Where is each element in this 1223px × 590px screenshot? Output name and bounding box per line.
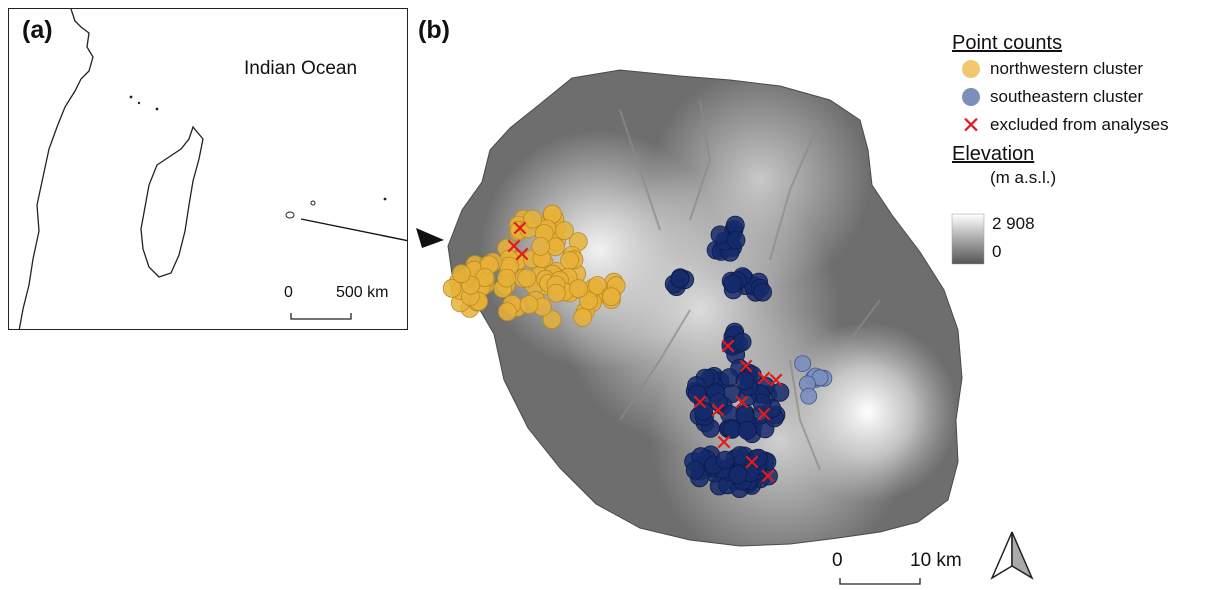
legend-elevation-unit: (m a.s.l.)	[990, 168, 1057, 187]
southeastern-dot-icon	[962, 88, 980, 106]
excluded-point: ✕	[767, 369, 785, 394]
excluded-x-icon: ✕	[961, 111, 981, 138]
northwestern-point	[579, 291, 598, 311]
southeastern-point	[709, 392, 728, 412]
northwestern-point	[523, 209, 543, 229]
locator-scale-max: 500 km	[336, 284, 389, 301]
island-comoros	[129, 95, 133, 99]
locator-arrow-line	[300, 218, 407, 242]
island-mauritius	[310, 200, 316, 206]
panel-a-frame	[8, 8, 408, 330]
legend-elevation-min: 0	[992, 242, 1002, 261]
north-arrow-icon	[990, 531, 1034, 580]
southeastern-point-east	[794, 355, 812, 373]
locator-map	[18, 9, 407, 329]
island-outline	[447, 69, 963, 547]
madagascar	[140, 125, 204, 278]
northwestern-point	[497, 302, 517, 322]
locator-scale-bar	[290, 313, 352, 320]
legend-elevation-max: 2 908	[992, 214, 1035, 233]
northwestern-point	[555, 221, 574, 241]
excluded-points: ✕✕✕✕✕ ✕✕✕ ✕ ✕ ✕✕✕✕	[505, 217, 785, 490]
legend-item-southeastern: southeastern cluster	[952, 83, 1169, 111]
excluded-point: ✕	[733, 391, 751, 416]
southeastern-point	[753, 282, 772, 302]
excluded-point: ✕	[511, 217, 529, 242]
northwestern-point	[497, 268, 517, 288]
northwestern-point	[602, 287, 621, 307]
island-comoros-2	[137, 101, 141, 105]
southeastern-point	[670, 269, 690, 289]
island-scale-min: 0	[832, 550, 843, 571]
southeastern-point	[726, 230, 746, 250]
northwestern-point	[442, 278, 462, 298]
southeastern-point	[719, 368, 739, 388]
southeastern-point	[735, 371, 755, 391]
southeastern-point	[685, 460, 705, 480]
northwestern-point	[547, 283, 566, 303]
ocean-label: Indian Ocean	[244, 58, 358, 79]
excluded-point: ✕	[505, 235, 523, 260]
northwestern-cluster-points	[442, 204, 626, 330]
northwestern-point	[569, 279, 588, 299]
southeastern-point	[694, 401, 713, 421]
northwestern-point	[451, 264, 471, 284]
legend-label-southeastern: southeastern cluster	[990, 87, 1144, 106]
northwestern-point	[573, 307, 593, 327]
excluded-point: ✕	[737, 355, 755, 380]
legend-point-counts-title: Point counts	[952, 32, 1063, 54]
excluded-point: ✕	[691, 391, 709, 416]
legend-label-northwestern: northwestern cluster	[990, 59, 1144, 78]
excluded-point: ✕	[759, 465, 777, 490]
excluded-point: ✕	[715, 431, 733, 456]
southeastern-cluster-points-east	[794, 355, 833, 405]
panel-a-label: (a)	[22, 16, 53, 44]
excluded-point: ✕	[755, 403, 773, 428]
legend-item-northwestern: northwestern cluster	[952, 55, 1169, 83]
southeastern-point	[710, 225, 730, 245]
northwestern-dot-icon	[962, 60, 980, 78]
africa-coastline	[18, 9, 94, 329]
legend-elevation-title: Elevation	[952, 143, 1035, 165]
northwestern-point	[519, 295, 539, 315]
northwestern-point	[517, 268, 537, 288]
southeastern-point	[732, 332, 752, 352]
excluded-point: ✕	[743, 451, 761, 476]
legend-item-excluded: ✕ excluded from analyses	[952, 111, 1169, 139]
excluded-point: ✕	[755, 367, 773, 392]
southeastern-point	[723, 274, 742, 294]
northwestern-point	[531, 236, 550, 256]
elevation-legend-bar	[951, 213, 985, 265]
southeastern-point	[737, 420, 757, 440]
island-mayotte	[155, 107, 159, 111]
locator-scale-min: 0	[284, 284, 293, 301]
island-scale-bar	[839, 578, 921, 585]
panel-b-label: (b)	[418, 16, 450, 44]
legend-label-excluded: excluded from analyses	[990, 115, 1169, 134]
southeastern-point-east	[800, 387, 818, 405]
excluded-point: ✕	[513, 243, 531, 268]
southeastern-point	[748, 448, 768, 468]
northwestern-point	[542, 310, 562, 330]
southeastern-point	[728, 465, 748, 485]
northwestern-point	[588, 276, 607, 295]
excluded-point: ✕	[709, 399, 727, 424]
southeastern-cluster-points	[664, 215, 790, 499]
southeastern-point	[687, 384, 707, 404]
legend: Point counts northwestern cluster southe…	[952, 32, 1169, 188]
island-seychelles	[383, 197, 387, 201]
excluded-point: ✕	[719, 335, 737, 360]
island-scale-max: 10 km	[910, 550, 962, 571]
northwestern-point	[560, 250, 579, 270]
southeastern-point	[715, 450, 735, 470]
island-reunion	[285, 211, 295, 219]
